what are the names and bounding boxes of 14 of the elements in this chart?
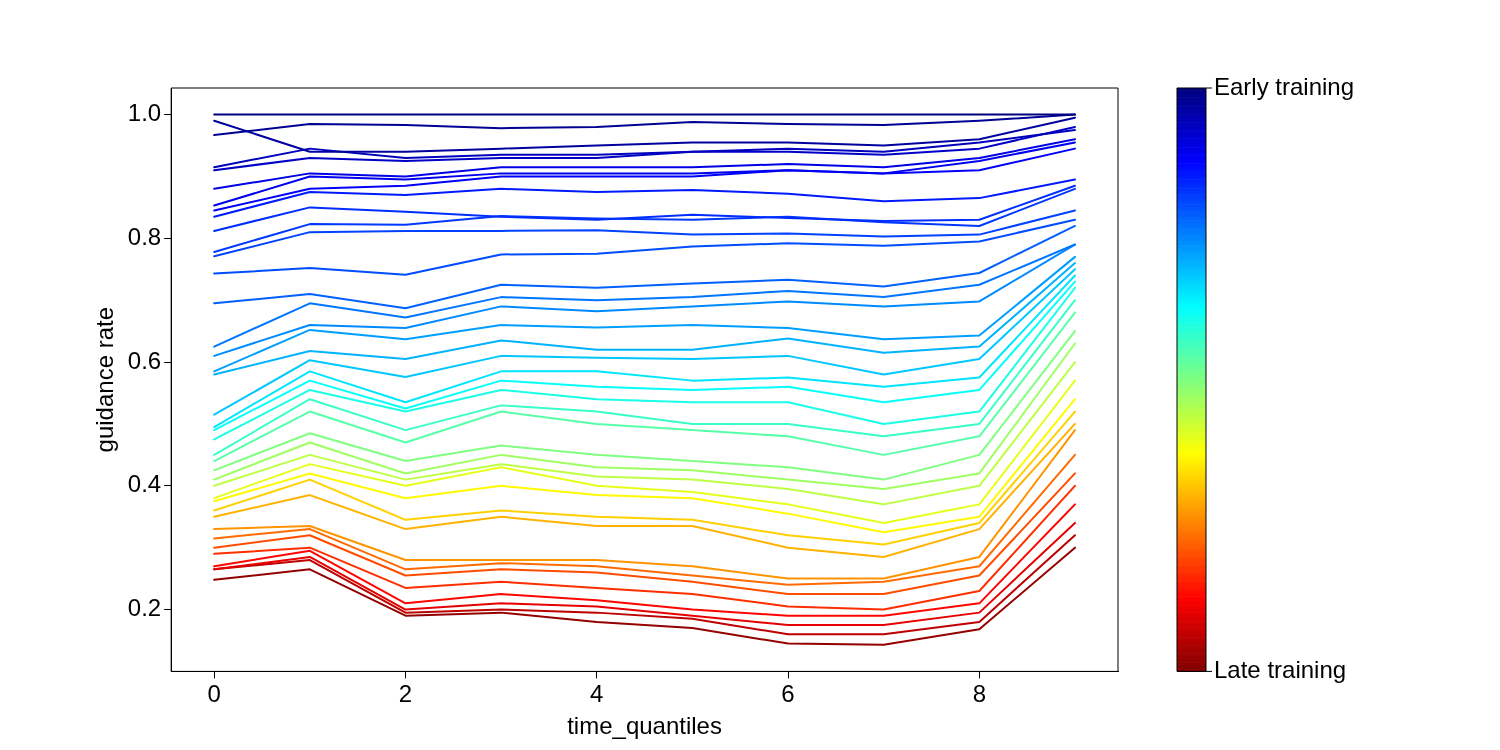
color-bar-label: Late training xyxy=(1214,656,1347,684)
y-tick-label: 0.6 xyxy=(127,346,162,374)
x-axis-title: time_quantiles xyxy=(567,712,722,740)
y-tick-label: 1.0 xyxy=(127,99,162,127)
y-axis-title: guidance rate xyxy=(91,306,119,453)
y-tick-label: 0.2 xyxy=(127,594,162,622)
y-tick-label: 0.8 xyxy=(127,222,162,250)
x-tick-label: 6 xyxy=(781,680,795,708)
color-bar-label: Early training xyxy=(1214,72,1355,100)
y-tick-label: 0.4 xyxy=(127,470,162,498)
x-tick-label: 4 xyxy=(590,680,604,708)
x-tick-label: 2 xyxy=(398,680,413,708)
x-tick-label: 0 xyxy=(207,680,221,708)
x-tick-label: 8 xyxy=(972,680,986,708)
